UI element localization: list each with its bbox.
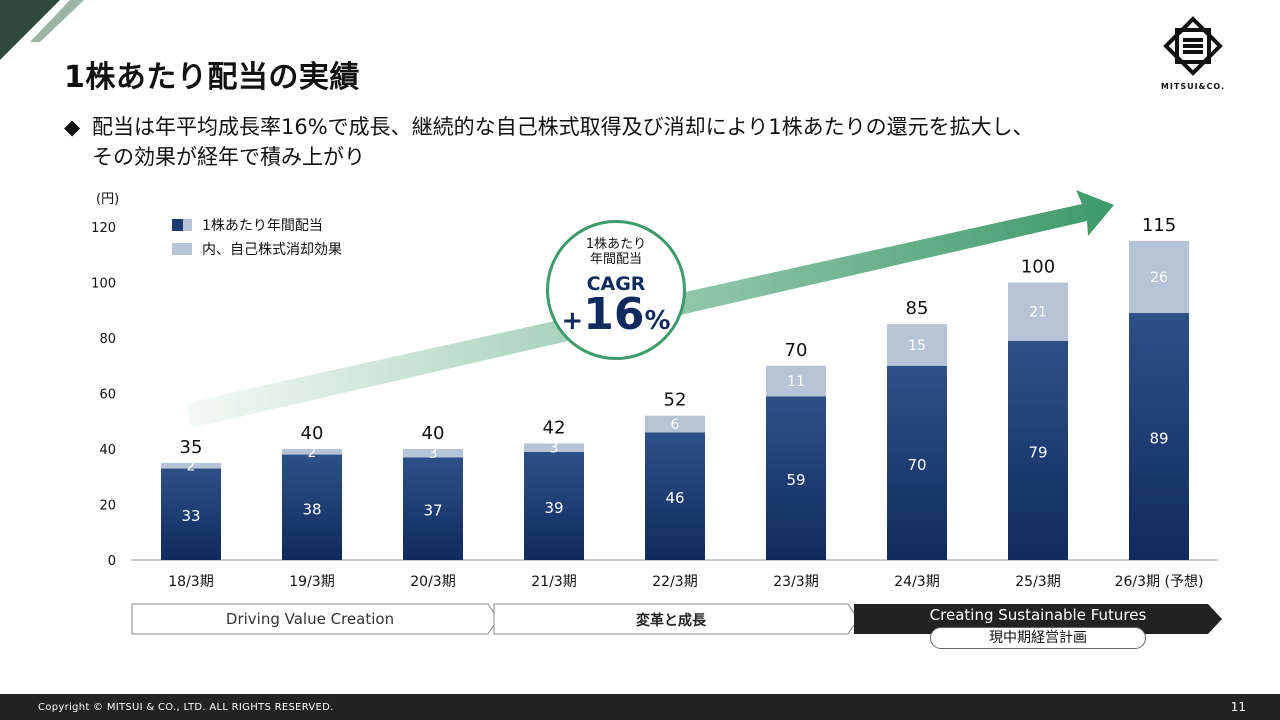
- bar-dividend: [282, 454, 342, 560]
- phase-sublabel: 現中期経営計画: [930, 627, 1146, 649]
- data-label-dividend: 79: [1028, 443, 1047, 461]
- legend-item-buyback: 内、自己株式消却効果: [172, 237, 342, 261]
- cagr-label: CAGR: [586, 273, 646, 295]
- data-label-total: 40: [422, 423, 445, 444]
- y-tick-label: 120: [91, 221, 116, 236]
- bar-dividend: [524, 451, 584, 560]
- x-tick-label: 26/3期 (予想): [1115, 574, 1204, 590]
- y-tick-label: 100: [91, 277, 116, 292]
- bar-buyback: [1129, 240, 1189, 314]
- data-label-total: 70: [785, 340, 808, 361]
- legend-item-dividend: 1株あたり年間配当: [172, 213, 342, 237]
- logo-text: MITSUI&CO.: [1160, 82, 1226, 91]
- data-label-buyback: 21: [1029, 305, 1047, 321]
- data-label-buyback: 2: [187, 459, 196, 475]
- y-tick-label: 60: [99, 388, 116, 403]
- cagr-sign: +: [561, 306, 584, 336]
- y-tick-label: 40: [99, 443, 116, 458]
- data-label-buyback: 2: [308, 445, 317, 461]
- page-number: 11: [1230, 700, 1246, 714]
- bar-dividend: [1008, 340, 1068, 560]
- phase-label-3: Creating Sustainable Futures: [929, 606, 1147, 624]
- data-label-dividend: 70: [907, 456, 926, 474]
- data-label-buyback: 26: [1150, 270, 1168, 286]
- x-tick-label: 24/3期: [894, 574, 939, 590]
- x-tick-label: 22/3期: [652, 574, 697, 590]
- summary-bullet: ◆ 配当は年平均成長率16%で成長、継続的な自己株式取得及び消却により1株あたり…: [64, 112, 1144, 172]
- data-label-total: 115: [1142, 215, 1176, 236]
- diamond-bullet-icon: ◆: [64, 115, 81, 139]
- data-label-total: 42: [543, 417, 566, 438]
- cagr-badge: 1株あたり 年間配当 CAGR +16%: [546, 220, 686, 360]
- x-tick-label: 18/3期: [168, 574, 213, 590]
- data-label-total: 40: [301, 423, 324, 444]
- legend-swatch-buyback: [172, 243, 192, 255]
- bar-buyback: [645, 415, 705, 433]
- data-label-buyback: 3: [550, 441, 559, 457]
- data-label-dividend: 38: [302, 500, 321, 518]
- bar-dividend: [766, 396, 826, 560]
- x-tick-label: 20/3期: [410, 574, 455, 590]
- legend-label-dividend: 1株あたり年間配当: [202, 218, 323, 234]
- bar-dividend: [403, 457, 463, 560]
- bar-buyback: [887, 324, 947, 366]
- y-tick-label: 80: [99, 332, 116, 347]
- y-tick-label: 0: [108, 554, 116, 569]
- data-label-dividend: 46: [665, 489, 684, 507]
- data-label-buyback: 3: [429, 446, 438, 462]
- mitsui-logo-icon: [1163, 16, 1223, 76]
- bar-buyback: [282, 449, 342, 455]
- corner-decoration: [0, 0, 84, 60]
- cagr-line-1: 1株あたり: [585, 237, 647, 252]
- data-label-dividend: 37: [423, 502, 442, 520]
- bullet-text-line-1: 配当は年平均成長率16%で成長、継続的な自己株式取得及び消却により1株あたりの還…: [92, 115, 1034, 139]
- data-label-dividend: 33: [181, 507, 200, 525]
- data-label-buyback: 15: [908, 338, 926, 354]
- phase-arrow-2: [493, 603, 859, 635]
- phase-arrow-3: [854, 604, 1222, 634]
- phase-arrow-1: [131, 603, 499, 635]
- bar-dividend: [1129, 313, 1189, 560]
- company-logo: MITSUI&CO.: [1158, 16, 1228, 92]
- bullet-text-line-2: その効果が経年で積み上がり: [92, 145, 365, 169]
- bar-buyback: [766, 365, 826, 397]
- copyright-text: Copyright © MITSUI & CO., LTD. ALL RIGHT…: [38, 702, 334, 713]
- bar-buyback: [524, 443, 584, 452]
- data-label-buyback: 11: [787, 374, 805, 390]
- x-tick-label: 23/3期: [773, 574, 818, 590]
- data-label-total: 52: [664, 390, 687, 411]
- bar-buyback: [403, 449, 463, 458]
- x-tick-label: 19/3期: [289, 574, 334, 590]
- page-title: 1株あたり配当の実績: [64, 60, 360, 95]
- data-label-dividend: 89: [1149, 430, 1168, 448]
- phase-label-2: 変革と成長: [636, 613, 706, 629]
- cagr-line-2: 年間配当: [589, 252, 642, 267]
- bar-dividend: [161, 468, 221, 560]
- bar-buyback: [161, 462, 221, 469]
- y-axis-unit: (円): [96, 192, 120, 207]
- data-label-total: 85: [906, 298, 929, 319]
- x-tick-label: 25/3期: [1015, 574, 1060, 590]
- cagr-number: 16: [583, 289, 645, 340]
- data-label-dividend: 39: [544, 499, 563, 517]
- y-tick-label: 20: [99, 499, 116, 514]
- bar-dividend: [887, 365, 947, 560]
- bar-dividend: [645, 432, 705, 560]
- x-tick-label: 21/3期: [531, 574, 576, 590]
- legend-label-buyback: 内、自己株式消却効果: [202, 242, 342, 258]
- data-label-total: 100: [1021, 257, 1055, 278]
- footer-bar: Copyright © MITSUI & CO., LTD. ALL RIGHT…: [0, 694, 1280, 720]
- cagr-value: +16%: [549, 293, 683, 343]
- phase-label-1: Driving Value Creation: [225, 610, 395, 628]
- legend-swatch-dividend: [172, 219, 192, 231]
- chart-legend: 1株あたり年間配当 内、自己株式消却効果: [172, 213, 342, 261]
- data-label-buyback: 6: [671, 417, 680, 433]
- bar-buyback: [1008, 282, 1068, 341]
- data-label-dividend: 59: [786, 471, 805, 489]
- data-label-total: 35: [180, 437, 203, 458]
- cagr-unit: %: [644, 306, 671, 336]
